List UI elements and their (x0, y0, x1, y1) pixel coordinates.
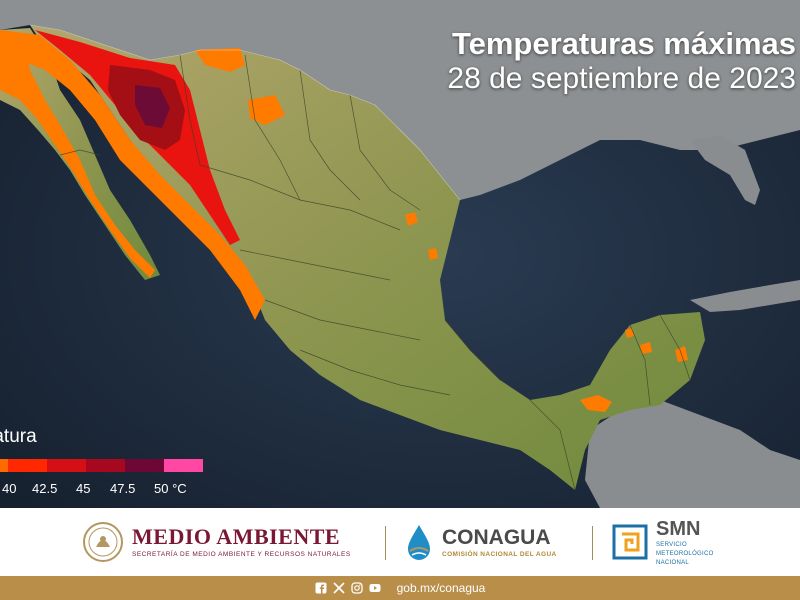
heat-zone-40-coahuila (248, 95, 285, 125)
legend-swatch (164, 459, 203, 472)
heat-zone-40-baja (0, 30, 155, 278)
institution-footer: MEDIO AMBIENTE SECRETARÍA DE MEDIO AMBIE… (0, 508, 800, 576)
smn-name: SMN (656, 517, 701, 540)
temperature-map (0, 0, 800, 508)
legend-swatch (125, 459, 164, 472)
map-title: Temperaturas máximas (451, 26, 796, 61)
mexico-seal-icon (83, 522, 123, 562)
conagua-name: CONAGUA (442, 525, 551, 549)
legend-swatch (47, 459, 86, 472)
smn-subtitle-1: SERVICIO (656, 541, 687, 548)
legend-label: 40 (2, 481, 17, 496)
cuba-land (690, 280, 800, 312)
heat-patch-tabasco (580, 395, 612, 412)
conagua-subtitle: COMISIÓN NACIONAL DEL AGUA (442, 550, 557, 558)
florida-land (690, 135, 760, 205)
heat-zone-40-northeast (195, 48, 245, 72)
youtube-icon[interactable] (369, 582, 381, 594)
heat-patch-yucatan-3 (625, 328, 634, 338)
medio-ambiente-name: MEDIO AMBIENTE (132, 524, 341, 549)
legend-label: 45 (76, 481, 91, 496)
social-icons: gob.mx/conagua (315, 581, 486, 595)
smn-spiral-icon (612, 524, 648, 560)
legend-label: 42.5 (32, 481, 58, 496)
heat-patch-tamaulipas (405, 212, 418, 226)
legend-swatch (8, 459, 47, 472)
social-bar: gob.mx/conagua (0, 576, 800, 600)
smn-subtitle-2: METEOROLÓGICO (656, 550, 714, 557)
legend-label: 47.5 (110, 481, 136, 496)
legend-title: Temperatura (0, 426, 37, 447)
smn-logo: SMN SERVICIO METEOROLÓGICO NACIONAL (610, 508, 714, 576)
map-subtitle: 28 de septiembre de 2023 (447, 62, 796, 95)
central-america-land (585, 400, 800, 508)
state-borders (59, 54, 691, 491)
smn-subtitle-3: NACIONAL (656, 559, 690, 566)
footer-divider (385, 526, 386, 560)
national-border (29, 24, 461, 201)
medio-ambiente-subtitle: SECRETARÍA DE MEDIO AMBIENTE Y RECURSOS … (132, 551, 351, 558)
legend-color-bar (0, 459, 203, 472)
instagram-icon[interactable] (350, 582, 363, 594)
legend-swatch (86, 459, 125, 472)
heat-patch-veracruz (428, 248, 438, 260)
heat-patch-yucatan-1 (640, 342, 652, 354)
facebook-icon[interactable] (315, 582, 327, 594)
website-link[interactable]: gob.mx/conagua (396, 581, 486, 595)
conagua-logo: CONAGUA COMISIÓN NACIONAL DEL AGUA (402, 508, 557, 576)
conagua-drop-icon (408, 525, 430, 560)
legend-label: 50 °C (154, 481, 187, 496)
heat-zone-47-sonora (135, 85, 170, 128)
legend-labels: 40 42.5 45 47.5 50 °C (0, 481, 230, 501)
legend-swatch (0, 459, 8, 472)
x-icon[interactable] (333, 582, 345, 594)
footer-divider (592, 526, 593, 560)
medio-ambiente-logo: MEDIO AMBIENTE SECRETARÍA DE MEDIO AMBIE… (82, 508, 351, 576)
